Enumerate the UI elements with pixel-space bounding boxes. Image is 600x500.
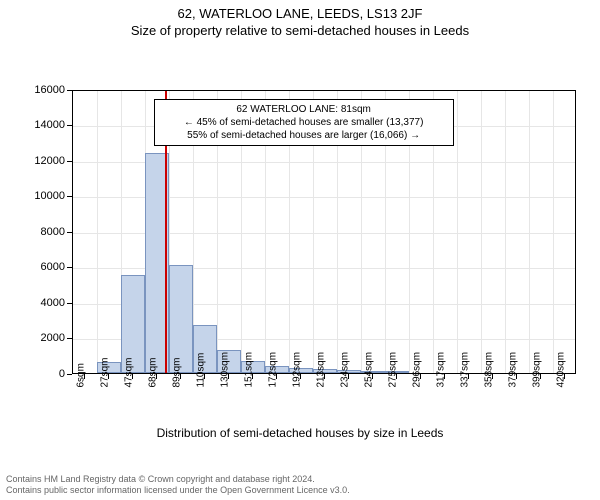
- footer-line-2: Contains public sector information licen…: [6, 485, 350, 496]
- y-tick-label: 8000: [15, 226, 65, 238]
- y-tick-mark: [67, 90, 72, 91]
- x-axis-label: Distribution of semi-detached houses by …: [0, 426, 600, 440]
- title-address: 62, WATERLOO LANE, LEEDS, LS13 2JF: [0, 6, 600, 23]
- annotation-line: 62 WATERLOO LANE: 81sqm: [161, 103, 447, 116]
- y-tick-mark: [67, 125, 72, 126]
- plot-region: 62 WATERLOO LANE: 81sqm← 45% of semi-det…: [72, 90, 576, 374]
- y-tick-label: 0: [15, 368, 65, 380]
- footer-line-1: Contains HM Land Registry data © Crown c…: [6, 474, 350, 485]
- annotation-callout: 62 WATERLOO LANE: 81sqm← 45% of semi-det…: [154, 99, 454, 146]
- footer-attribution: Contains HM Land Registry data © Crown c…: [6, 474, 350, 497]
- gridline-vertical: [505, 91, 506, 373]
- y-tick-mark: [67, 338, 72, 339]
- y-tick-mark: [67, 374, 72, 375]
- y-tick-mark: [67, 161, 72, 162]
- title-subtitle: Size of property relative to semi-detach…: [0, 23, 600, 40]
- y-tick-label: 14000: [15, 119, 65, 131]
- y-tick-label: 6000: [15, 261, 65, 273]
- y-tick-mark: [67, 303, 72, 304]
- y-tick-mark: [67, 232, 72, 233]
- y-tick-label: 2000: [15, 332, 65, 344]
- chart-title-block: 62, WATERLOO LANE, LEEDS, LS13 2JF Size …: [0, 0, 600, 40]
- y-tick-label: 4000: [15, 297, 65, 309]
- gridline-vertical: [529, 91, 530, 373]
- chart-area: Number of semi-detached properties 62 WA…: [0, 40, 600, 440]
- gridline-vertical: [457, 91, 458, 373]
- y-tick-label: 10000: [15, 190, 65, 202]
- y-tick-mark: [67, 267, 72, 268]
- y-tick-label: 16000: [15, 84, 65, 96]
- annotation-line: ← 45% of semi-detached houses are smalle…: [161, 116, 447, 129]
- gridline-vertical: [481, 91, 482, 373]
- gridline-vertical: [97, 91, 98, 373]
- y-tick-label: 12000: [15, 155, 65, 167]
- gridline-vertical: [553, 91, 554, 373]
- y-tick-mark: [67, 196, 72, 197]
- annotation-line: 55% of semi-detached houses are larger (…: [161, 129, 447, 142]
